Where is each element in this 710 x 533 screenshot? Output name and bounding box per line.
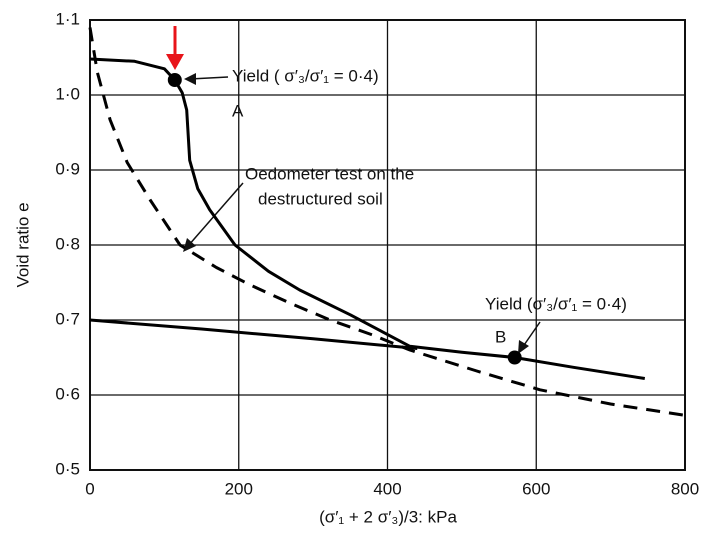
yield-point [507,350,522,365]
arrow [187,182,244,247]
yield-point [167,73,182,87]
x-tick-label: 600 [522,479,550,498]
x-tick-label: 400 [373,479,401,498]
series-line [89,57,646,380]
y-tick-label: 0·7 [55,309,80,328]
annotation: Yield ( σ′₃/σ′₁ = 0·4) [232,66,379,85]
series-line [89,318,418,350]
y-axis-label: Void ratio e [13,202,32,287]
y-tick-label: 1·1 [55,9,80,28]
series-line [88,27,686,417]
annotation: destructured soil [258,189,383,208]
arrow [189,76,229,80]
x-tick-label: 200 [225,479,253,498]
x-tick-label: 800 [671,479,699,498]
arrow-head [518,340,529,354]
arrow-head [184,73,196,85]
y-tick-label: 1·0 [55,84,80,103]
annotation: Yield (σ′₃/σ′₁ = 0·4) [485,294,627,313]
x-axis-label: (σ′₁ + 2 σ′₃)/3: kPa [319,507,457,526]
annotation: A [232,101,244,120]
y-tick-label: 0·9 [55,159,80,178]
annotation: B [495,327,506,346]
y-tick-label: 0·8 [55,234,80,253]
y-tick-label: 0·5 [55,459,80,478]
annotation: Oedometer test on the [245,164,414,183]
y-tick-label: 0·6 [55,384,80,403]
red-arrow-head [166,54,184,70]
x-tick-label: 0 [85,479,94,498]
